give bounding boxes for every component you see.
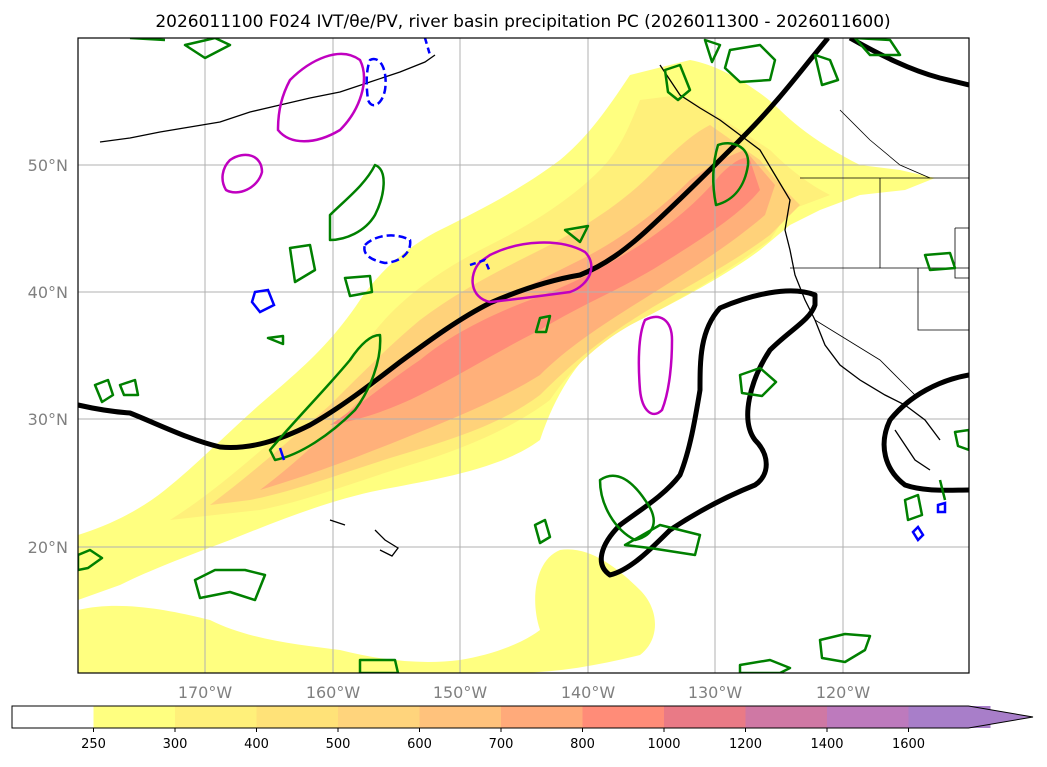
colorbar-outline bbox=[11, 705, 1034, 729]
colorbar-swatch bbox=[501, 706, 583, 728]
colorbar-swatch bbox=[745, 706, 828, 728]
blue-contours bbox=[250, 38, 947, 542]
colorbar-swatch bbox=[12, 706, 94, 728]
pv-contour-2 bbox=[637, 315, 674, 416]
colorbar-tick-label: 1600 bbox=[892, 737, 925, 752]
colorbar-tick-label: 1400 bbox=[810, 737, 843, 752]
lon-label-150w: 150°W bbox=[433, 683, 488, 702]
figure-title: 2026011100 F024 IVT/θe/PV, river basin p… bbox=[155, 12, 890, 32]
pv-contour-4 bbox=[276, 52, 366, 143]
colorbar-tick-label: 500 bbox=[326, 737, 351, 752]
colorbar-swatch bbox=[256, 706, 339, 728]
lon-label-160w: 160°W bbox=[306, 683, 361, 702]
lon-label-130w: 130°W bbox=[688, 683, 743, 702]
grid bbox=[78, 38, 969, 673]
map-frame bbox=[77, 37, 970, 674]
colorbar-tick-label: 600 bbox=[407, 737, 432, 752]
lon-label-120w: 120°W bbox=[816, 683, 871, 702]
colorbar-tick-label: 1200 bbox=[729, 737, 762, 752]
colorbar-swatch bbox=[175, 706, 257, 728]
lat-label-50: 50°N bbox=[28, 156, 68, 175]
lon-label-140w: 140°W bbox=[561, 683, 616, 702]
lat-labels: 50°N 40°N 30°N 20°N bbox=[28, 156, 68, 557]
pv-contour-3 bbox=[221, 153, 264, 194]
colorbar-swatch bbox=[338, 706, 420, 728]
colorbar-tick-label: 800 bbox=[570, 737, 595, 752]
green-contours bbox=[78, 38, 969, 673]
colorbar-tick-label: 300 bbox=[163, 737, 188, 752]
theta-e-contour-east bbox=[881, 372, 969, 493]
ivt-fill-800 bbox=[330, 158, 760, 425]
map-layers bbox=[78, 38, 969, 673]
colorbar-swatch bbox=[419, 706, 502, 728]
lon-labels: 170°W 160°W 150°W 140°W 130°W 120°W bbox=[178, 683, 871, 702]
lat-label-20: 20°N bbox=[28, 538, 68, 557]
colorbar-tick-label: 1000 bbox=[647, 737, 680, 752]
colorbar-swatch bbox=[582, 706, 665, 728]
pv-contours bbox=[221, 52, 674, 416]
colorbar-tick-label: 700 bbox=[489, 737, 514, 752]
colorbar-swatch bbox=[827, 706, 909, 728]
colorbar-tick-label: 250 bbox=[81, 737, 106, 752]
colorbar-swatch bbox=[664, 706, 746, 728]
theta-e-contour-closed bbox=[598, 288, 818, 578]
ivt-fill-250-south bbox=[78, 549, 655, 673]
lat-label-40: 40°N bbox=[28, 283, 68, 302]
lat-label-30: 30°N bbox=[28, 410, 68, 429]
colorbar-extend-arrow bbox=[908, 706, 1033, 728]
lon-label-170w: 170°W bbox=[178, 683, 233, 702]
colorbar-swatch bbox=[93, 706, 176, 728]
pv-contour-1 bbox=[471, 241, 593, 304]
colorbar-tick-label: 400 bbox=[244, 737, 269, 752]
colorbar: 250 300 400 500 600 700 800 1000 1200 1400 1600 bbox=[11, 705, 1034, 752]
